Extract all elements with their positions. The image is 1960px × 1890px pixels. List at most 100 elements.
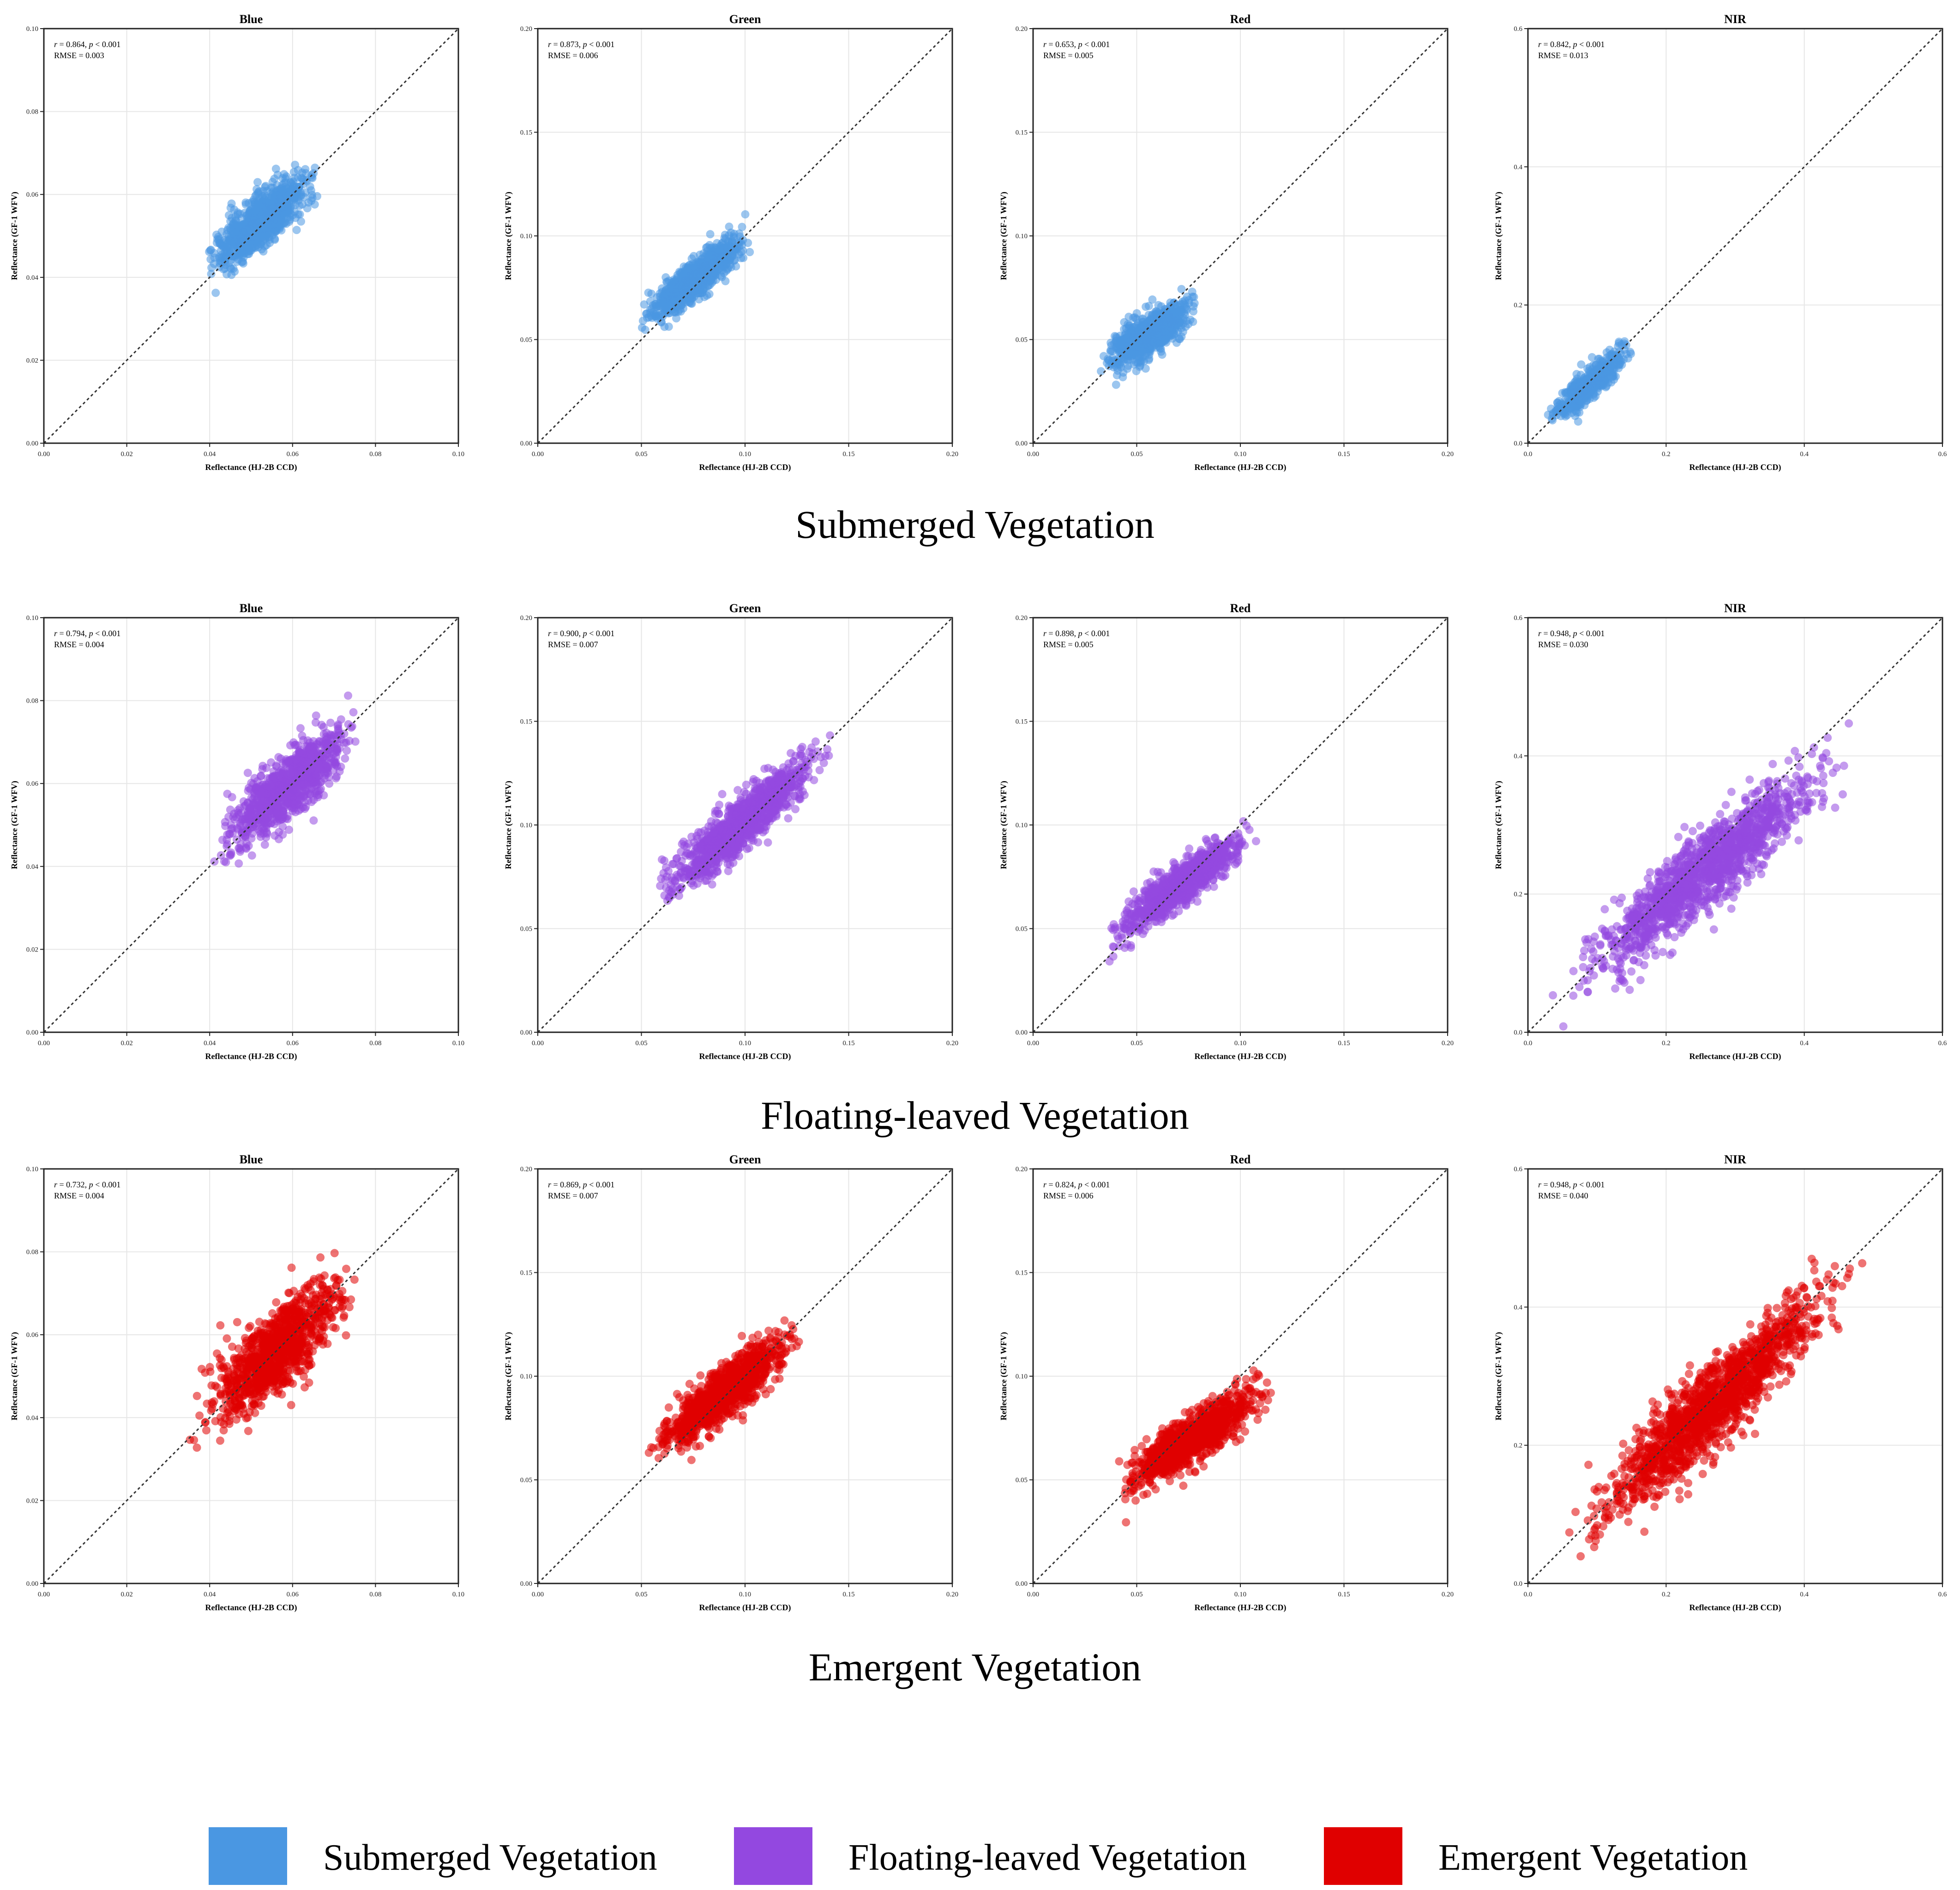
data-point [742,780,751,789]
data-point [261,233,270,241]
stat-p-value: < 0.001 [587,40,615,49]
x-tick-label: 0.20 [1442,451,1454,458]
data-point [1154,301,1163,309]
stat-r-value: = 0.864, [57,40,89,49]
stat-p-value: < 0.001 [1577,40,1605,49]
data-point [741,210,750,219]
data-point [1574,390,1583,398]
data-point [235,230,244,239]
data-point [664,867,673,875]
data-point [281,174,290,183]
data-point [1574,417,1582,426]
data-point [351,737,360,746]
data-point [294,210,302,219]
x-tick-label: 0.08 [369,451,381,458]
data-point [286,791,295,800]
data-point [233,208,242,217]
data-point [727,252,736,261]
data-point [277,185,285,193]
data-point [697,261,705,270]
x-tick-label: 0.05 [1130,451,1142,458]
data-point [259,813,268,822]
data-point [262,821,271,830]
data-point [253,178,262,187]
data-point [303,204,312,213]
panel-title: Red [1230,12,1251,26]
data-point [326,718,335,727]
data-point [344,691,353,700]
data-point [280,770,289,779]
data-point [309,816,318,825]
panel-title: Blue [240,12,263,26]
x-tick-label: 0.06 [287,1040,299,1047]
data-point [1599,370,1608,379]
data-point [330,730,339,739]
data-point [244,783,253,792]
stat-p-value: < 0.001 [1082,40,1110,49]
panel-title: Green [729,12,761,26]
data-point [690,277,699,286]
data-point [307,773,315,782]
x-tick-label: 0.06 [287,451,299,458]
data-point [678,277,687,286]
y-axis-label: Reflectance (GF-1 WFV) [1494,192,1503,280]
group-submerged-vegetation: 0.000.000.020.020.040.040.060.060.080.08… [10,12,1947,547]
data-point [312,791,321,800]
data-point [332,772,341,781]
stat-rmse: RMSE = 0.003 [54,51,104,60]
data-point [244,233,253,242]
stat-r-p: r = 0.653, p < 0.001 [1043,40,1110,49]
x-tick-label: 0.00 [532,451,544,458]
stat-p-value: < 0.001 [93,629,121,638]
x-axis-label: Reflectance (HJ-2B CCD) [1689,463,1781,472]
x-tick-label: 0.00 [38,451,50,458]
y-tick-label: 0.06 [26,780,39,788]
x-tick-label: 0.4 [1800,451,1809,458]
x-tick-label: 0.6 [1938,451,1947,458]
data-point [230,809,239,818]
data-point [285,825,294,834]
x-tick-label: 0.08 [369,1040,381,1047]
x-tick-label: 0.20 [946,1040,958,1047]
data-point [1161,305,1170,313]
y-tick-label: 0.10 [26,25,38,33]
data-point [1120,318,1129,327]
data-point [337,762,345,771]
data-point [1602,382,1611,391]
data-point [746,248,754,257]
data-point [300,193,308,202]
x-tick-label: 0.15 [842,1040,854,1047]
data-point [1154,308,1162,317]
data-point [1177,332,1186,341]
data-point [695,295,703,304]
data-point [343,746,351,755]
x-tick-label: 0.10 [1234,451,1246,458]
panel-title: NIR [1724,12,1746,26]
data-point [739,235,747,244]
data-point [1587,353,1596,361]
stat-r-p: r = 0.873, p < 0.001 [548,40,614,49]
data-point [660,297,669,306]
y-tick-label: 0.15 [520,718,532,726]
data-point [721,277,730,285]
x-axis-label: Reflectance (HJ-2B CCD) [699,463,791,472]
panel-blue: 0.000.000.020.020.040.040.060.060.080.08… [10,602,464,1061]
data-point [226,204,235,212]
data-point [266,224,275,233]
y-tick-label: 0.10 [26,614,38,622]
data-point [296,724,305,733]
stat-p-value: < 0.001 [93,40,121,49]
data-point [317,721,326,729]
row-title: Submerged Vegetation [795,502,1154,547]
data-point [1623,354,1632,363]
x-tick-label: 0.2 [1662,451,1671,458]
data-point [262,828,271,837]
x-axis-label: Reflectance (HJ-2B CCD) [1195,463,1287,472]
data-point [279,807,288,815]
x-tick-label: 0.00 [38,1040,50,1047]
y-tick-label: 0.04 [26,274,39,282]
y-tick-label: 0.04 [26,863,39,871]
data-point [1142,302,1150,311]
x-tick-label: 0.02 [120,451,132,458]
data-point [1178,297,1187,306]
